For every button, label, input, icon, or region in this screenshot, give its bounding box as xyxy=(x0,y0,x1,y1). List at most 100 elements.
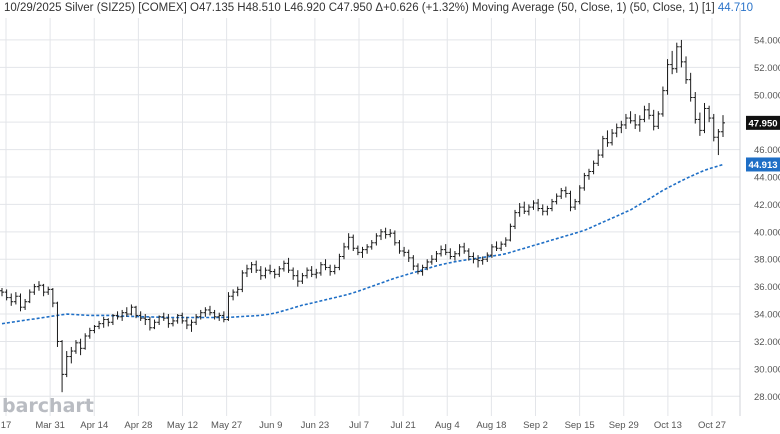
ohlc-bar xyxy=(106,318,111,327)
ohlc-bar xyxy=(226,292,231,321)
ohlc-bar xyxy=(152,319,157,330)
barchart-watermark: barchart xyxy=(2,395,94,417)
ohlc-bar xyxy=(378,229,383,241)
ohlc-bar xyxy=(707,105,712,123)
ohlc-bar xyxy=(134,305,139,319)
ohlc-bar xyxy=(300,272,305,284)
ohlc-bar xyxy=(189,319,194,332)
price-bars xyxy=(0,39,725,393)
ohlc-bar xyxy=(60,340,65,393)
ohlc-bar xyxy=(36,281,41,291)
moving-average-path xyxy=(1,163,724,325)
ohlc-bar xyxy=(73,340,78,354)
ohlc-bar xyxy=(9,293,14,306)
ohlc-bar xyxy=(314,268,319,279)
last-price-badge-text: 47.950 xyxy=(748,118,777,129)
ohlc-bar xyxy=(207,305,212,316)
ohlc-bar xyxy=(559,187,564,199)
grid xyxy=(0,18,740,416)
ohlc-bar xyxy=(711,113,716,142)
ohlc-bar xyxy=(582,172,587,191)
ohlc-bar xyxy=(342,242,347,260)
ohlc-bar xyxy=(573,198,578,210)
ohlc-bar xyxy=(231,289,236,301)
ohlc-bar xyxy=(41,283,46,297)
ohlc-bar xyxy=(656,111,661,130)
chart-header: 10/29/2025 Silver (SIZ25) [COMEX] O47.13… xyxy=(4,2,753,14)
ohlc-bar xyxy=(697,112,702,136)
ohlc-bar xyxy=(332,264,337,275)
ohlc-bar xyxy=(161,312,166,321)
ohlc-bar xyxy=(240,270,245,293)
x-tick-label: Apr 28 xyxy=(124,420,152,431)
ohlc-bar xyxy=(452,251,457,261)
ohlc-bar xyxy=(628,111,633,124)
ohlc-bar xyxy=(508,223,513,242)
y-tick-label: 28.000 xyxy=(754,392,780,403)
x-tick-label: Mar 31 xyxy=(35,420,65,431)
x-tick-label: Jun 23 xyxy=(301,420,330,431)
ohlc-bar xyxy=(92,325,97,334)
ohlc-bar xyxy=(397,240,402,254)
ohlc-bar xyxy=(434,251,439,262)
y-tick-label: 50.000 xyxy=(754,90,780,101)
ohlc-bar xyxy=(563,186,568,198)
ohlc-bar xyxy=(476,255,481,268)
ohlc-bar xyxy=(684,56,689,84)
ohlc-bar xyxy=(258,266,263,280)
ohlc-bar xyxy=(360,246,365,258)
ohlc-bar xyxy=(614,123,619,138)
ohlc-bar xyxy=(448,248,453,260)
last-price-badge-bg xyxy=(746,115,780,130)
ohlc-bar xyxy=(318,261,323,276)
moving-average-badge-text: 44.913 xyxy=(748,160,777,171)
ohlc-bar xyxy=(536,198,541,212)
y-tick-label: 30.000 xyxy=(754,364,780,375)
ohlc-bar xyxy=(295,270,300,287)
ohlc-bar xyxy=(87,327,92,339)
y-tick-label: 40.000 xyxy=(754,227,780,238)
ohlc-bar xyxy=(305,267,310,279)
ohlc-bar xyxy=(392,230,397,246)
ohlc-bar xyxy=(402,246,407,257)
ohlc-bar xyxy=(69,346,74,364)
ohlc-bar xyxy=(679,39,684,68)
moving-average-value: 44.710 xyxy=(717,2,754,14)
ohlc-bar xyxy=(120,309,125,321)
y-tick-label: 38.000 xyxy=(754,255,780,266)
ohlc-bar xyxy=(323,259,328,271)
ohlc-bar xyxy=(23,298,28,310)
ohlc-bar xyxy=(365,244,370,254)
ohlc-bar xyxy=(522,201,527,214)
ohlc-bar xyxy=(281,260,286,272)
ohlc-bar xyxy=(249,261,254,273)
ohlc-bar xyxy=(693,92,698,124)
ohlc-bar xyxy=(291,267,296,280)
ohlc-bar xyxy=(600,135,605,158)
ohlc-bar xyxy=(425,259,430,271)
ohlc-bar xyxy=(586,168,591,180)
ohlc-bar xyxy=(503,237,508,247)
ohlc-bar xyxy=(702,102,707,134)
ohlc-bar xyxy=(633,113,638,130)
ohlc-bar xyxy=(337,253,342,271)
ohlc-bar xyxy=(175,314,180,324)
ohlc-bar xyxy=(203,307,208,317)
x-tick-label: May 12 xyxy=(167,420,198,431)
y-tick-label: 52.000 xyxy=(754,63,780,74)
ohlc-bar xyxy=(374,233,379,246)
ohlc-bar xyxy=(429,255,434,265)
ohlc-bar xyxy=(328,264,333,276)
ohlc-bar xyxy=(369,240,374,250)
ohlc-bar xyxy=(286,257,291,273)
ohlc-bar xyxy=(101,316,106,328)
ohlc-bar xyxy=(129,304,134,316)
ohlc-bar xyxy=(4,289,9,301)
ohlc-bar xyxy=(462,242,467,254)
ohlc-bar xyxy=(466,248,471,261)
ohlc-bar xyxy=(13,292,18,305)
ohlc-bar xyxy=(526,204,531,216)
ohlc-bar xyxy=(383,227,388,239)
ohlc-bar xyxy=(32,283,37,295)
